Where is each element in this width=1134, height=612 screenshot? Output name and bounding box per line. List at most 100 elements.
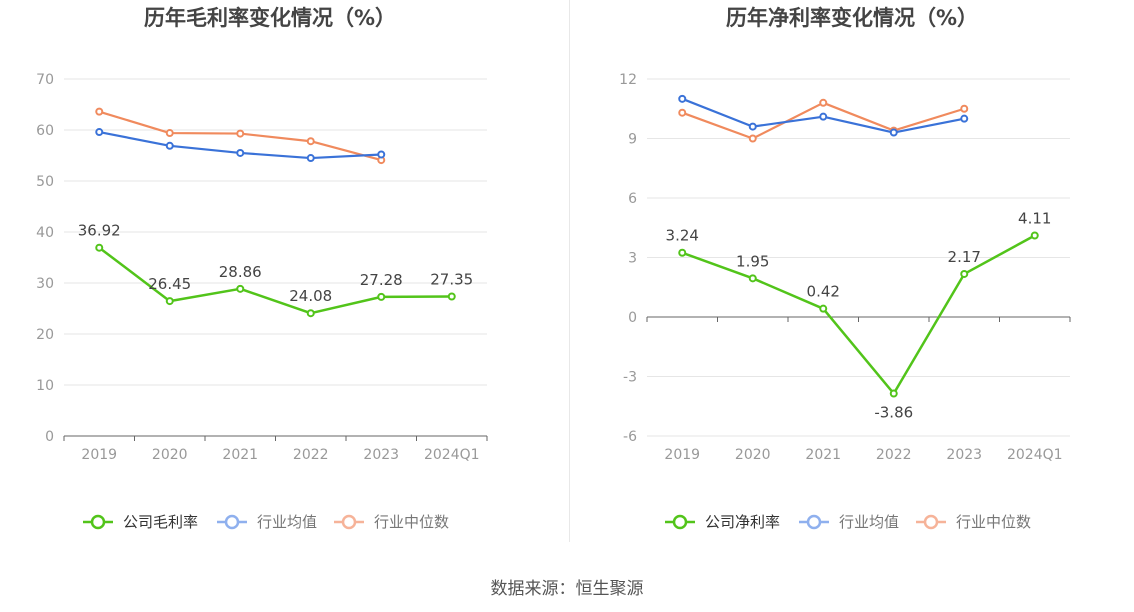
data-point[interactable]: [236, 284, 245, 293]
legend-circle-icon: [90, 514, 106, 530]
data-label: 26.45: [148, 275, 191, 293]
series-industry-median: [95, 107, 386, 165]
series-industry-avg: [95, 128, 386, 163]
data-point[interactable]: [377, 292, 386, 301]
y-tick-label: 30: [36, 276, 54, 292]
y-tick-label: -6: [623, 429, 637, 445]
net-margin-chart: 历年净利率变化情况（%） -6 -3 0 3 6 9 12 2019 2020 2021 2022 20…: [619, 6, 1071, 531]
y-tick-label: 12: [619, 72, 637, 88]
data-point[interactable]: [377, 150, 386, 159]
data-label: 1.95: [736, 252, 769, 270]
legend-circle-icon: [672, 514, 688, 530]
data-point[interactable]: [819, 98, 828, 107]
data-label: 0.42: [807, 283, 840, 301]
legend: 公司毛利率 行业均值 行业中位数: [83, 513, 449, 531]
data-point[interactable]: [1030, 231, 1039, 240]
y-tick-label: 60: [36, 123, 54, 139]
data-point[interactable]: [165, 141, 174, 150]
data-point[interactable]: [447, 292, 456, 301]
data-label: 28.86: [219, 263, 262, 281]
x-tick-label: 2020: [152, 447, 188, 463]
legend-item-industry-avg[interactable]: 行业均值: [217, 513, 317, 531]
data-point[interactable]: [236, 129, 245, 138]
legend-item-industry-median[interactable]: 行业中位数: [916, 513, 1031, 531]
data-point[interactable]: [306, 137, 315, 146]
data-point[interactable]: [165, 297, 174, 306]
data-point[interactable]: [165, 129, 174, 138]
legend-item-industry-median[interactable]: 行业中位数: [334, 513, 449, 531]
legend-circle-icon: [806, 514, 822, 530]
data-label: 27.35: [430, 271, 473, 289]
data-label: 27.28: [360, 271, 403, 289]
x-tick-label: 2024Q1: [424, 447, 480, 463]
data-label: 36.92: [78, 222, 121, 240]
x-tick-label: 2019: [81, 447, 117, 463]
x-tick-label: 2021: [222, 447, 258, 463]
data-point[interactable]: [889, 389, 898, 398]
data-label: 4.11: [1018, 209, 1051, 227]
x-tick-label: 2023: [363, 447, 399, 463]
data-label: -3.86: [874, 404, 913, 422]
data-point[interactable]: [678, 248, 687, 257]
data-label: 3.24: [666, 227, 699, 245]
chart-divider: [569, 0, 570, 542]
chart-title: 历年毛利率变化情况（%）: [144, 6, 396, 30]
y-tick-label: -3: [623, 370, 637, 386]
data-point[interactable]: [960, 269, 969, 278]
y-tick-label: 0: [45, 429, 54, 445]
data-label: 24.08: [289, 287, 332, 305]
x-tick-label: 2024Q1: [1007, 447, 1063, 463]
y-tick-label: 20: [36, 327, 54, 343]
legend-label: 公司毛利率: [123, 513, 198, 531]
series-line-company: [681, 234, 1036, 395]
legend-circle-icon: [923, 514, 939, 530]
x-tick-label: 2022: [293, 447, 329, 463]
x-tick-label: 2021: [805, 447, 841, 463]
legend-item-company[interactable]: 公司净利率: [665, 513, 780, 531]
data-point[interactable]: [960, 114, 969, 123]
legend-item-industry-avg[interactable]: 行业均值: [799, 513, 899, 531]
data-point[interactable]: [306, 154, 315, 163]
chart-title: 历年净利率变化情况（%）: [726, 6, 978, 30]
y-tick-label: 40: [36, 225, 54, 241]
data-point[interactable]: [889, 128, 898, 137]
y-tick-label: 10: [36, 378, 54, 394]
x-tick-label: 2023: [946, 447, 982, 463]
legend-label: 行业中位数: [956, 513, 1031, 531]
legend-label: 行业中位数: [374, 513, 449, 531]
data-point[interactable]: [819, 112, 828, 121]
legend-circle-icon: [341, 514, 357, 530]
charts-area: 历年毛利率变化情况（%） 0 10 20 30 40 50 60 70 2019 2020 2021 2…: [36, 6, 1071, 531]
data-point[interactable]: [95, 128, 104, 137]
data-point[interactable]: [748, 122, 757, 131]
legend-circle-icon: [224, 514, 240, 530]
y-tick-label: 50: [36, 174, 54, 190]
series-line-company: [98, 246, 452, 315]
data-point[interactable]: [678, 108, 687, 117]
series-company: 3.24 1.95 0.42 -3.86 2.17 4.11: [666, 209, 1052, 421]
data-point[interactable]: [95, 107, 104, 116]
data-point[interactable]: [819, 304, 828, 313]
y-tick-label: 9: [628, 132, 637, 148]
legend-label: 公司净利率: [705, 513, 780, 531]
legend-item-company[interactable]: 公司毛利率: [83, 513, 198, 531]
series-company: 36.92 26.45 28.86 24.08 27.28 27.35: [78, 222, 473, 318]
data-point[interactable]: [306, 309, 315, 318]
data-point[interactable]: [748, 134, 757, 143]
y-tick-label: 6: [628, 191, 637, 207]
y-tick-label: 3: [628, 251, 637, 267]
data-point[interactable]: [678, 94, 687, 103]
x-tick-label: 2022: [876, 447, 912, 463]
data-point[interactable]: [95, 243, 104, 252]
legend-label: 行业均值: [257, 513, 317, 531]
y-tick-label: 0: [628, 310, 637, 326]
series-industry-avg: [678, 94, 969, 137]
data-point[interactable]: [960, 104, 969, 113]
x-tick-label: 2019: [664, 447, 700, 463]
legend-label: 行业均值: [839, 513, 899, 531]
source-note: 数据来源：恒生聚源: [490, 579, 644, 599]
gross-margin-chart: 历年毛利率变化情况（%） 0 10 20 30 40 50 60 70 2019 2020 2021 2…: [36, 6, 488, 531]
data-point[interactable]: [748, 274, 757, 283]
data-label: 2.17: [948, 248, 981, 266]
data-point[interactable]: [236, 148, 245, 157]
